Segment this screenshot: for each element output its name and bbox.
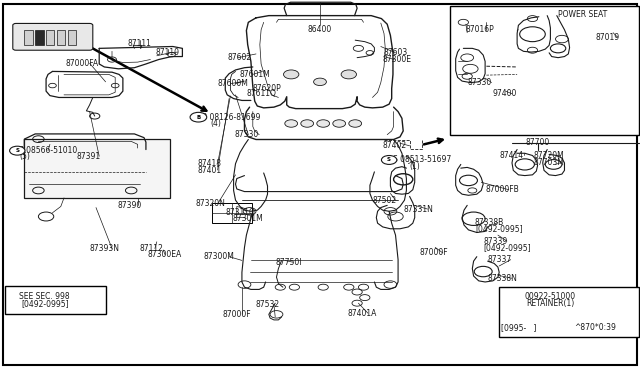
Text: 87401A: 87401A [348,309,377,318]
Text: 87414: 87414 [500,151,524,160]
Text: 86400: 86400 [308,25,332,34]
Text: S 08566-51010: S 08566-51010 [19,146,77,155]
Text: S: S [15,148,19,153]
Text: 87019: 87019 [595,33,620,42]
Text: 87000F: 87000F [419,248,448,257]
Text: 87700: 87700 [525,138,550,147]
Text: 87602: 87602 [227,53,252,62]
Text: S 08513-51697: S 08513-51697 [393,155,451,164]
Bar [46,30,54,45]
Text: (5): (5) [19,153,30,161]
Text: S: S [387,157,391,163]
Text: 87390: 87390 [117,201,141,210]
Circle shape [317,120,330,127]
Text: 87000FA: 87000FA [66,59,99,68]
Text: 87311Q: 87311Q [226,208,256,217]
Text: 87300M: 87300M [204,252,234,261]
Text: 87391: 87391 [77,152,101,161]
Text: 87393N: 87393N [90,244,120,253]
Text: 87330: 87330 [234,130,259,139]
Circle shape [349,120,362,127]
Text: 87301M: 87301M [233,214,264,223]
Text: 87611Q: 87611Q [246,89,276,98]
Text: 87300E: 87300E [383,55,412,64]
Text: 87338N: 87338N [488,274,518,283]
Text: 87330: 87330 [467,78,492,87]
Text: 87750l: 87750l [275,258,301,267]
Text: RETAINER(1): RETAINER(1) [526,299,575,308]
Circle shape [301,120,314,127]
Text: 87339: 87339 [484,237,508,246]
Text: 87016P: 87016P [466,25,495,34]
Text: B: B [196,115,200,120]
Text: 87000F: 87000F [223,310,252,319]
Bar [5,286,106,314]
Bar [68,30,76,45]
Circle shape [10,146,25,155]
Text: B 08126-81699: B 08126-81699 [202,113,260,122]
Text: 87337: 87337 [488,255,512,264]
Bar [450,6,639,135]
Text: 87338B: 87338B [475,218,504,227]
Text: 87000FB: 87000FB [485,185,519,194]
Text: [0995-   ]: [0995- ] [500,323,536,332]
Text: ^870*0:39: ^870*0:39 [574,323,616,332]
Bar [57,30,65,45]
Bar [24,139,170,198]
FancyBboxPatch shape [13,23,93,50]
Text: 87112: 87112 [140,244,163,253]
Circle shape [381,155,397,164]
Text: [0492-0995]: [0492-0995] [484,243,531,252]
Text: 87402: 87402 [383,141,407,150]
Circle shape [341,70,356,79]
Text: 87320N: 87320N [195,199,225,208]
Text: 87300EA: 87300EA [147,250,182,259]
Text: [0492-0995]: [0492-0995] [21,299,68,308]
Text: 87532: 87532 [256,300,280,309]
Text: POWER SEAT: POWER SEAT [558,10,607,19]
Text: (1): (1) [410,162,420,171]
Text: (4): (4) [210,119,221,128]
Circle shape [314,78,326,86]
Text: 87502: 87502 [372,196,397,205]
Circle shape [190,112,207,122]
Text: 00922-51000: 00922-51000 [525,292,576,301]
Text: 97400: 97400 [493,89,517,98]
Text: 87703M: 87703M [534,158,564,167]
Text: 87720M: 87720M [534,151,564,160]
Text: SEE SEC. 998: SEE SEC. 998 [19,292,70,301]
Bar [499,287,639,337]
Text: [0492-0995]: [0492-0995] [475,224,522,233]
Bar [35,30,44,45]
Text: 87620P: 87620P [253,84,282,93]
Bar [24,30,33,45]
Text: 87601M: 87601M [240,70,271,79]
Text: 87401: 87401 [197,166,221,174]
Text: 87111: 87111 [127,39,152,48]
Circle shape [285,120,298,127]
Text: 87110: 87110 [156,48,180,57]
Text: 87600M: 87600M [218,79,248,88]
Text: 87418: 87418 [197,159,221,168]
Bar [212,203,252,223]
Circle shape [333,120,346,127]
Text: 87331N: 87331N [404,205,434,214]
Text: 87603: 87603 [384,48,408,57]
Circle shape [284,70,299,79]
